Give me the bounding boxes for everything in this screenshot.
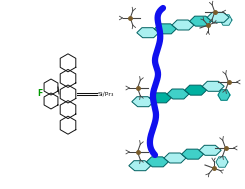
Polygon shape xyxy=(132,97,154,107)
Polygon shape xyxy=(220,15,232,25)
Polygon shape xyxy=(44,79,58,95)
Polygon shape xyxy=(149,93,171,103)
Text: Si∕Pr₃: Si∕Pr₃ xyxy=(98,91,114,97)
Polygon shape xyxy=(167,89,189,99)
Polygon shape xyxy=(129,161,151,171)
Text: F: F xyxy=(37,90,42,98)
Polygon shape xyxy=(60,54,76,72)
Polygon shape xyxy=(207,12,229,22)
Polygon shape xyxy=(182,149,204,159)
Polygon shape xyxy=(60,85,76,103)
Polygon shape xyxy=(184,85,207,95)
Polygon shape xyxy=(172,20,194,30)
Polygon shape xyxy=(44,93,58,109)
Polygon shape xyxy=(137,28,159,38)
Polygon shape xyxy=(154,24,176,34)
Polygon shape xyxy=(60,101,76,119)
Polygon shape xyxy=(190,16,212,26)
Polygon shape xyxy=(216,157,228,167)
Polygon shape xyxy=(199,145,221,155)
Polygon shape xyxy=(202,81,224,91)
Polygon shape xyxy=(218,90,230,100)
Polygon shape xyxy=(60,116,76,134)
Polygon shape xyxy=(164,153,186,163)
Polygon shape xyxy=(60,69,76,87)
Polygon shape xyxy=(147,157,168,167)
